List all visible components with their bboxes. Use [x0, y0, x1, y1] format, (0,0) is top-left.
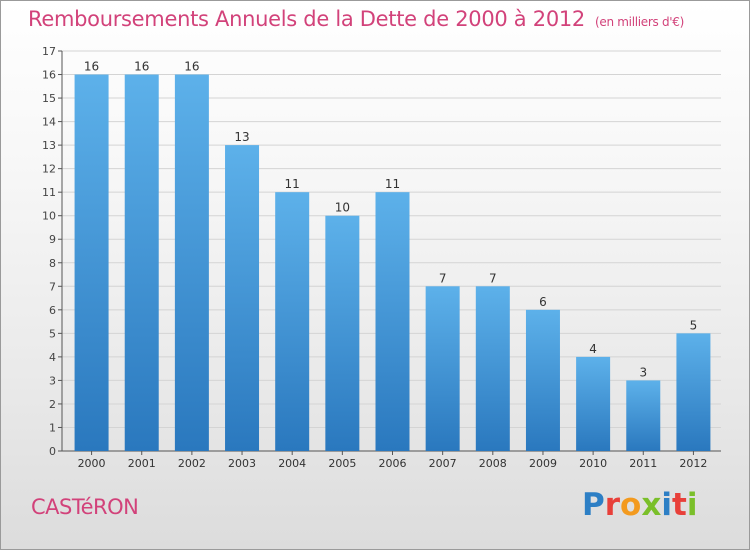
bar-value-label: 7: [489, 271, 497, 285]
logo-letter: r: [604, 487, 621, 523]
bar-value-label: 5: [690, 318, 698, 332]
y-tick-label: 0: [49, 445, 56, 458]
bar-value-label: 16: [84, 60, 99, 74]
chart-title-text: Remboursements Annuels de la Dette de 20…: [28, 7, 585, 31]
y-tick-label: 2: [49, 398, 56, 411]
x-tick-label: 2003: [228, 457, 256, 470]
bar-value-label: 16: [184, 60, 199, 74]
y-tick-label: 15: [42, 92, 56, 105]
y-tick-label: 17: [42, 45, 56, 58]
logo-letter: o: [620, 487, 642, 523]
x-tick-label: 2006: [379, 457, 407, 470]
x-tick-label: 2009: [529, 457, 557, 470]
x-tick-label: 2010: [579, 457, 607, 470]
proxiti-logo[interactable]: Proxiti: [582, 487, 697, 523]
bar: [275, 192, 310, 452]
y-tick-label: 12: [42, 163, 56, 176]
y-tick-label: 9: [49, 233, 56, 246]
bar-value-label: 7: [439, 271, 447, 285]
bar: [475, 286, 510, 451]
bar: [225, 145, 260, 451]
bar-value-label: 11: [285, 177, 300, 191]
bar: [576, 356, 611, 451]
chart-title: Remboursements Annuels de la Dette de 20…: [28, 7, 684, 31]
logo-letter: P: [582, 487, 605, 523]
bar-value-label: 11: [385, 177, 400, 191]
bar: [676, 333, 711, 451]
y-tick-label: 11: [42, 186, 56, 199]
bar: [74, 74, 109, 451]
y-tick-label: 5: [49, 327, 56, 340]
y-tick-label: 4: [49, 351, 56, 364]
y-tick-label: 14: [42, 116, 56, 129]
unit-note: (en milliers d'€): [595, 15, 685, 29]
x-tick-label: 2001: [128, 457, 156, 470]
x-tick-label: 2012: [679, 457, 707, 470]
y-tick-label: 7: [49, 280, 56, 293]
bar-value-label: 6: [539, 295, 547, 309]
bar: [375, 192, 410, 452]
y-tick-label: 8: [49, 257, 56, 270]
logo-letter: i: [661, 487, 672, 523]
x-tick-label: 2005: [328, 457, 356, 470]
bar-value-label: 3: [639, 365, 647, 379]
x-tick-label: 2004: [278, 457, 306, 470]
bar-value-label: 16: [134, 60, 149, 74]
bar-value-label: 13: [234, 130, 249, 144]
y-tick-label: 13: [42, 139, 56, 152]
x-tick-label: 2000: [78, 457, 106, 470]
bar: [425, 286, 460, 451]
bar-value-label: 4: [589, 342, 597, 356]
x-tick-label: 2002: [178, 457, 206, 470]
x-tick-label: 2008: [479, 457, 507, 470]
bar: [174, 74, 209, 451]
y-tick-label: 10: [42, 210, 56, 223]
bar: [325, 215, 360, 451]
bar-value-label: 10: [335, 201, 350, 215]
x-tick-label: 2011: [629, 457, 657, 470]
y-tick-label: 1: [49, 421, 56, 434]
bar: [626, 380, 661, 451]
x-tick-label: 2007: [429, 457, 457, 470]
logo-letter: t: [671, 487, 687, 523]
logo-letter: x: [641, 487, 662, 523]
bar: [525, 309, 560, 451]
bar: [124, 74, 159, 451]
y-tick-label: 16: [42, 69, 56, 82]
logo-letter: i: [686, 487, 698, 523]
commune-name: CASTéRON: [31, 495, 139, 519]
y-tick-label: 6: [49, 304, 56, 317]
y-tick-label: 3: [49, 374, 56, 387]
